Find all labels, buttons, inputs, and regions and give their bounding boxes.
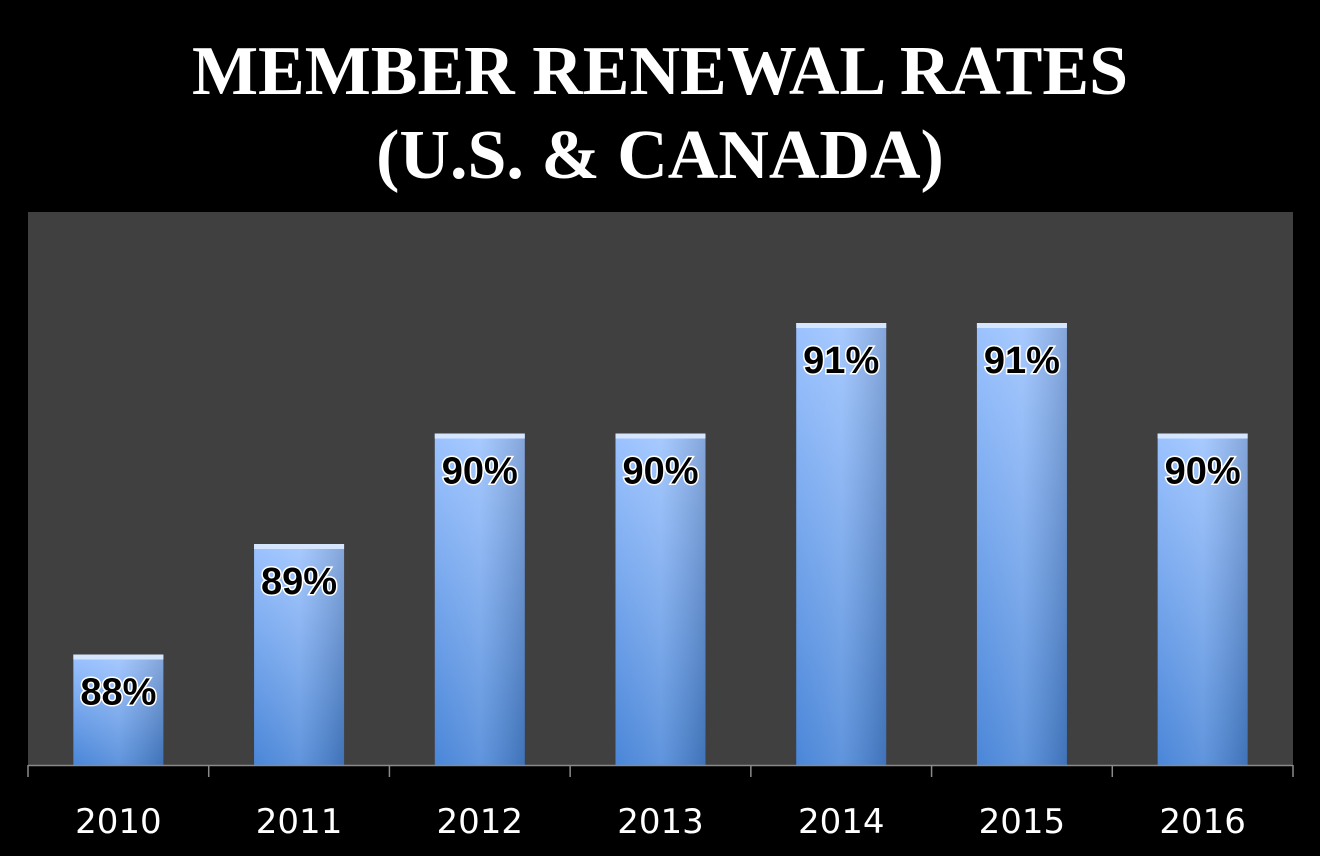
data-label-2011: 89% [261,561,337,603]
bar-cap-2012 [434,433,525,439]
x-tick-label-2010: 2010 [75,802,162,842]
data-label-2015: 91% [984,340,1060,382]
x-tick-label-2011: 2011 [256,802,343,842]
chart-title: MEMBER RENEWAL RATES [191,33,1129,110]
data-label-2016: 90% [1165,451,1241,493]
data-label-2013: 90% [622,451,698,493]
bar-cap-2015 [976,323,1067,328]
data-label-2010: 88% [80,672,156,714]
x-tick-label-2015: 2015 [979,802,1066,842]
bar-cap-2011 [254,544,345,549]
bar-cap-2013 [615,433,706,439]
data-label-2014: 91% [803,340,879,382]
bar-shading-2014 [796,323,887,765]
bar-cap-2014 [796,323,887,328]
bar-cap-2010 [73,654,164,660]
bar-shading-2015 [976,323,1067,765]
bar-shading-2016 [1157,433,1248,765]
bar-shading-2013 [615,433,706,765]
x-tick-label-2013: 2013 [617,802,704,842]
x-tick-label-2014: 2014 [798,802,885,842]
data-label-2012: 90% [442,451,518,493]
bar-cap-2016 [1157,433,1248,439]
bar-shading-2012 [434,433,525,765]
bar-shading-2010 [73,654,164,765]
chart-title-block: MEMBER RENEWAL RATES (U.S. & CANADA) [0,30,1320,198]
chart-subtitle: (U.S. & CANADA) [376,117,944,194]
bar-shading-2011 [254,544,345,765]
x-tick-label-2012: 2012 [437,802,524,842]
x-tick-label-2016: 2016 [1159,802,1246,842]
